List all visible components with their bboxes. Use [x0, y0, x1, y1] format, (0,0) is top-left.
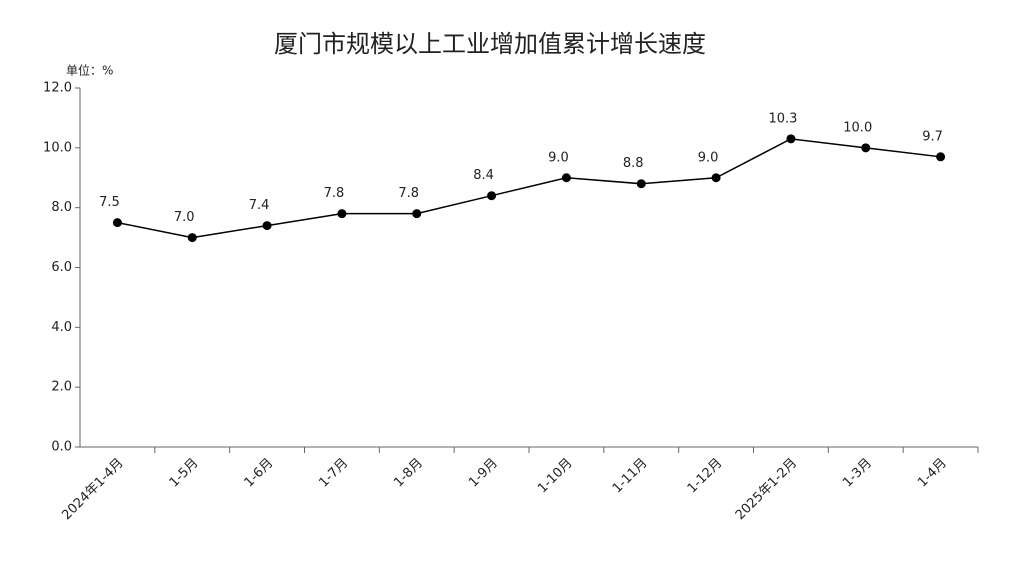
x-tick-label: 1-10月: [535, 456, 576, 497]
x-tick-label: 1-4月: [915, 456, 950, 491]
data-point: [337, 209, 347, 219]
x-tick-label: 1-9月: [466, 456, 501, 491]
y-tick-label: 8.0: [51, 200, 72, 215]
x-tick-label: 1-7月: [316, 456, 351, 491]
y-tick-label: 12.0: [43, 81, 72, 96]
unit-label: 单位：%: [66, 63, 113, 78]
y-tick-label: 10.0: [43, 140, 72, 155]
data-label: 7.0: [174, 210, 195, 225]
x-tick-label: 1-8月: [391, 456, 426, 491]
data-point: [936, 152, 946, 162]
data-label: 7.5: [99, 195, 120, 210]
data-label: 9.7: [922, 129, 943, 144]
data-point: [412, 209, 422, 219]
data-point: [636, 179, 646, 189]
x-tick-label: 2024年1-4月: [59, 456, 126, 523]
data-label: 9.0: [548, 150, 569, 165]
x-tick-label: 1-11月: [610, 456, 651, 497]
data-label: 8.8: [623, 156, 644, 171]
x-tick-label: 2025年1-2月: [733, 456, 800, 523]
y-tick-label: 0.0: [51, 440, 72, 455]
x-tick-label: 1-5月: [167, 456, 202, 491]
chart-title: 厦门市规模以上工业增加值累计增长速度: [274, 30, 706, 58]
data-label: 7.4: [249, 198, 270, 213]
data-point: [262, 221, 272, 231]
y-tick-label: 2.0: [51, 380, 72, 395]
data-point: [187, 233, 197, 243]
x-tick-label: 1-6月: [242, 456, 277, 491]
data-point: [561, 173, 571, 183]
data-point: [487, 191, 497, 201]
data-label: 7.8: [398, 186, 419, 201]
data-point: [112, 218, 122, 228]
data-label: 8.4: [473, 168, 494, 183]
line: [117, 138, 941, 239]
y-tick-label: 6.0: [51, 260, 72, 275]
x-tick-label: 1-12月: [685, 456, 726, 497]
data-point: [786, 134, 796, 144]
data-label: 9.0: [698, 150, 719, 165]
data-label: 10.0: [843, 120, 872, 135]
data-point: [861, 143, 871, 153]
data-label: 7.8: [324, 186, 345, 201]
data-label: 10.3: [768, 111, 797, 126]
y-tick-label: 4.0: [51, 320, 72, 335]
data-point: [711, 173, 721, 183]
x-tick-label: 1-3月: [840, 456, 875, 491]
